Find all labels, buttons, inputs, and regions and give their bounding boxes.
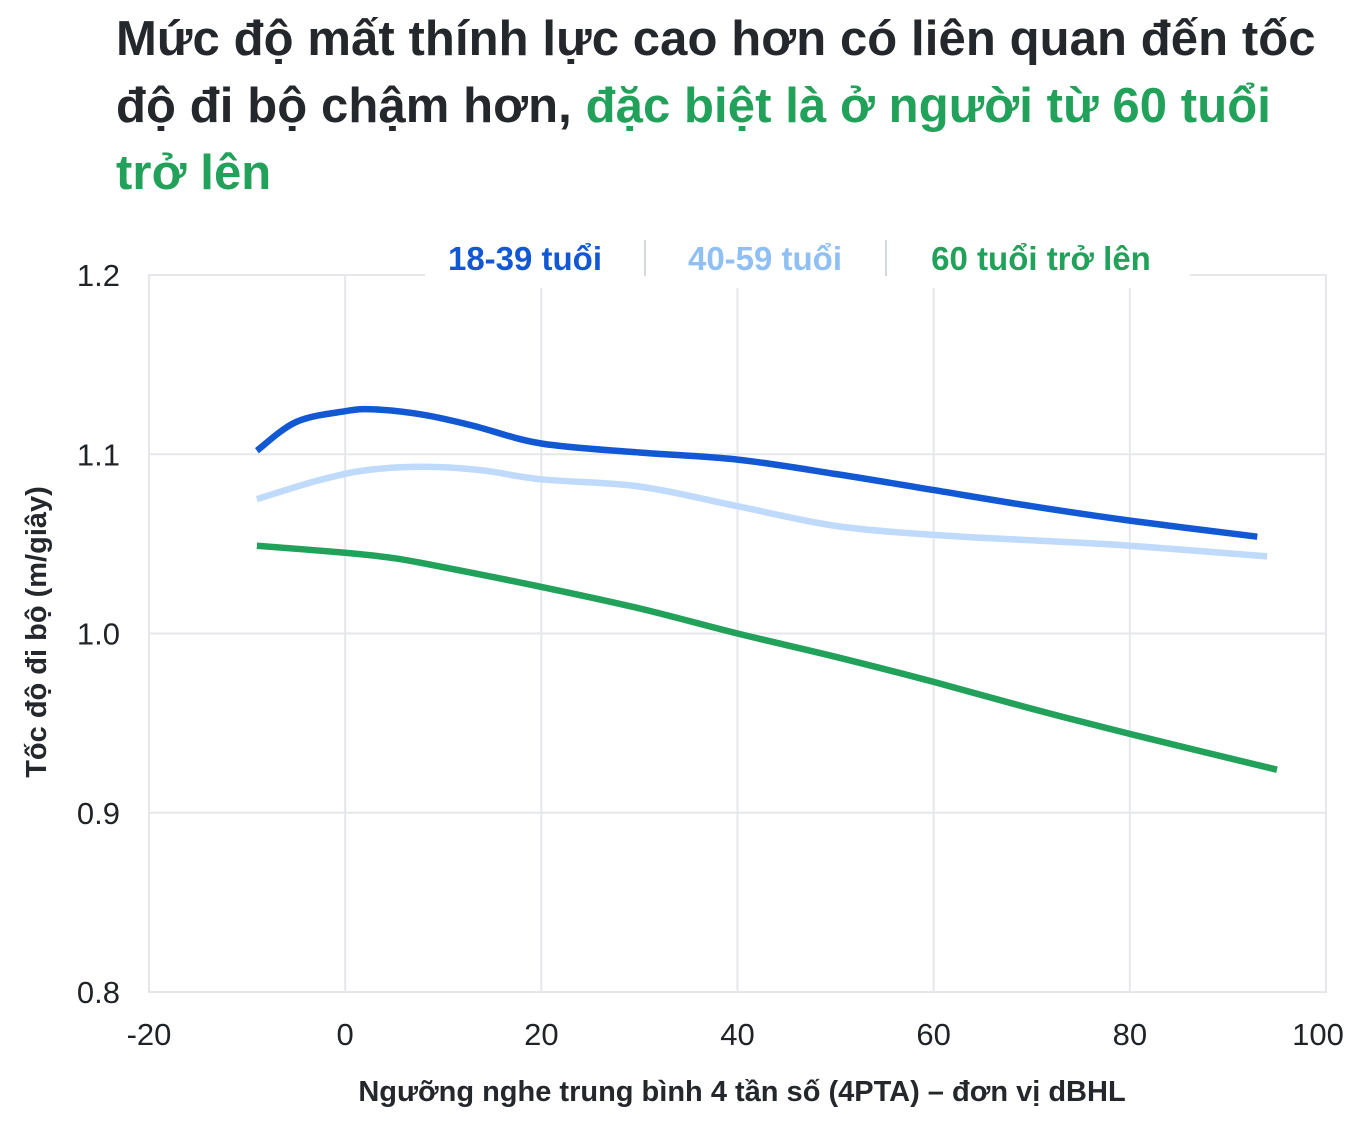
series-lines	[254, 405, 1278, 773]
x-tick-labels: -20 0 20 40 60 80 100	[127, 1017, 1344, 1052]
legend: 18-39 tuổi 40-59 tuổi 60 tuổi trở lên	[425, 236, 1190, 288]
y-tick-labels: 0.8 0.9 1.0 1.1 1.2	[77, 258, 120, 1010]
x-tick-label: 60	[916, 1017, 950, 1052]
series-line-18-39	[254, 405, 1258, 540]
x-axis-label: Ngưỡng nghe trung bình 4 tần số (4PTA) –…	[358, 1076, 1125, 1108]
y-tick-label: 1.0	[77, 617, 120, 652]
x-tick-label: -20	[127, 1017, 172, 1052]
x-tick-label: 80	[1113, 1017, 1147, 1052]
legend-item-60-plus: 60 tuổi trở lên	[931, 240, 1151, 277]
y-tick-label: 0.8	[77, 975, 120, 1010]
legend-item-18-39: 18-39 tuổi	[448, 240, 602, 277]
chart-title-highlight: đặc biệt là ở người từ 60 tuổi trở lên	[116, 79, 1271, 200]
legend-background	[425, 236, 1190, 288]
y-axis-label: Tốc độ đi bộ (m/giây)	[21, 486, 53, 778]
series-line-60-plus	[256, 542, 1278, 773]
y-tick-label: 0.9	[77, 796, 120, 831]
series-line-40-59	[255, 463, 1268, 560]
x-tick-label: 100	[1292, 1017, 1344, 1052]
y-tick-label: 1.1	[77, 437, 120, 472]
chart-title: Mức độ mất thính lực cao hơn có liên qua…	[116, 6, 1346, 207]
chart-title-main: Mức độ mất thính lực cao hơn có liên qua…	[116, 12, 1316, 133]
x-tick-label: 0	[337, 1017, 354, 1052]
y-tick-label: 1.2	[77, 258, 120, 293]
x-tick-label: 20	[524, 1017, 558, 1052]
x-tick-label: 40	[720, 1017, 754, 1052]
legend-item-40-59: 40-59 tuổi	[688, 240, 842, 277]
